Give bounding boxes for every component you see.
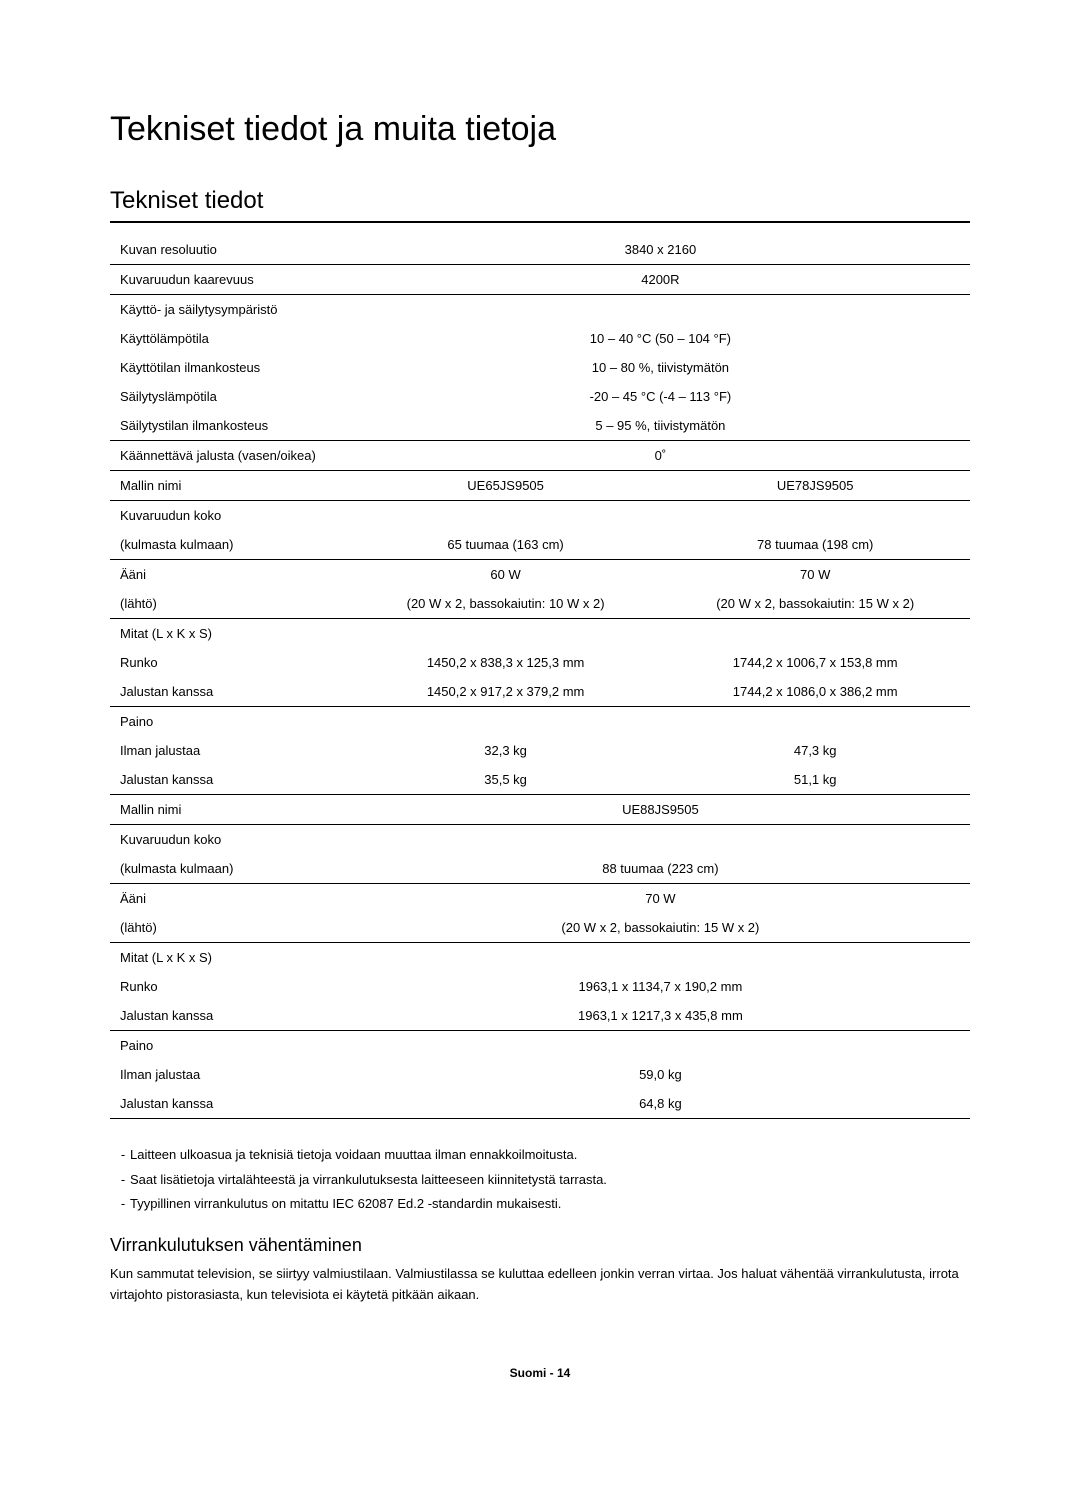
row-value: UE65JS9505 bbox=[351, 471, 661, 501]
note-text: Saat lisätietoja virtalähteestä ja virra… bbox=[130, 1168, 607, 1193]
row-value: 1744,2 x 1086,0 x 386,2 mm bbox=[660, 677, 970, 707]
row-value: 10 – 80 %, tiivistymätön bbox=[351, 353, 970, 382]
row-value: UE78JS9505 bbox=[660, 471, 970, 501]
row-value: 70 W bbox=[660, 560, 970, 590]
row-label: Käyttö- ja säilytysympäristö bbox=[110, 295, 351, 325]
row-value bbox=[351, 943, 970, 973]
row-value bbox=[351, 619, 661, 649]
row-value bbox=[351, 295, 970, 325]
row-value: (20 W x 2, bassokaiutin: 15 W x 2) bbox=[660, 589, 970, 619]
row-label: Paino bbox=[110, 707, 351, 737]
row-value: 4200R bbox=[351, 265, 970, 295]
row-value bbox=[660, 707, 970, 737]
row-label: Ilman jalustaa bbox=[110, 1060, 351, 1089]
row-value: 35,5 kg bbox=[351, 765, 661, 795]
note-text: Laitteen ulkoasua ja teknisiä tietoja vo… bbox=[130, 1143, 577, 1168]
row-label: Mallin nimi bbox=[110, 795, 351, 825]
row-value: 1963,1 x 1217,3 x 435,8 mm bbox=[351, 1001, 970, 1031]
row-label: Paino bbox=[110, 1031, 351, 1061]
row-value: 78 tuumaa (198 cm) bbox=[660, 530, 970, 560]
row-value: 88 tuumaa (223 cm) bbox=[351, 854, 970, 884]
row-value bbox=[351, 501, 661, 531]
row-label: Mallin nimi bbox=[110, 471, 351, 501]
row-label: Jalustan kanssa bbox=[110, 677, 351, 707]
row-value: 1450,2 x 917,2 x 379,2 mm bbox=[351, 677, 661, 707]
row-label: Ilman jalustaa bbox=[110, 736, 351, 765]
row-value: 1963,1 x 1134,7 x 190,2 mm bbox=[351, 972, 970, 1001]
row-value: 70 W bbox=[351, 884, 970, 914]
row-value: 59,0 kg bbox=[351, 1060, 970, 1089]
row-label: Säilytyslämpötila bbox=[110, 382, 351, 411]
row-label: Kuvaruudun koko bbox=[110, 501, 351, 531]
row-label: Kuvan resoluutio bbox=[110, 235, 351, 265]
row-label: (kulmasta kulmaan) bbox=[110, 854, 351, 884]
row-value bbox=[660, 619, 970, 649]
row-label: Käyttötilan ilmankosteus bbox=[110, 353, 351, 382]
bullet-dash: - bbox=[116, 1143, 130, 1168]
row-label: Käyttölämpötila bbox=[110, 324, 351, 353]
row-value: 47,3 kg bbox=[660, 736, 970, 765]
row-value: 10 – 40 °C (50 – 104 °F) bbox=[351, 324, 970, 353]
bullet-dash: - bbox=[116, 1168, 130, 1193]
row-value: 51,1 kg bbox=[660, 765, 970, 795]
row-value: -20 – 45 °C (-4 – 113 °F) bbox=[351, 382, 970, 411]
row-value: 5 – 95 %, tiivistymätön bbox=[351, 411, 970, 441]
spec-table: Kuvan resoluutio 3840 x 2160 Kuvaruudun … bbox=[110, 235, 970, 1119]
note-text: Tyypillinen virrankulutus on mitattu IEC… bbox=[130, 1192, 561, 1217]
row-value: 1450,2 x 838,3 x 125,3 mm bbox=[351, 648, 661, 677]
row-label: Mitat (L x K x S) bbox=[110, 943, 351, 973]
row-value: 1744,2 x 1006,7 x 153,8 mm bbox=[660, 648, 970, 677]
row-label: Säilytystilan ilmankosteus bbox=[110, 411, 351, 441]
row-value bbox=[351, 1031, 970, 1061]
row-label: (lähtö) bbox=[110, 589, 351, 619]
row-label: Runko bbox=[110, 648, 351, 677]
power-paragraph: Kun sammutat television, se siirtyy valm… bbox=[110, 1264, 970, 1306]
bullet-dash: - bbox=[116, 1192, 130, 1217]
row-value: 0˚ bbox=[351, 441, 970, 471]
row-label: Jalustan kanssa bbox=[110, 765, 351, 795]
page-title: Tekniset tiedot ja muita tietoja bbox=[110, 110, 970, 149]
row-label: Runko bbox=[110, 972, 351, 1001]
row-value bbox=[660, 501, 970, 531]
page-footer: Suomi - 14 bbox=[110, 1366, 970, 1380]
row-value: (20 W x 2, bassokaiutin: 10 W x 2) bbox=[351, 589, 661, 619]
row-label: Jalustan kanssa bbox=[110, 1089, 351, 1119]
row-value: UE88JS9505 bbox=[351, 795, 970, 825]
row-label: Ääni bbox=[110, 560, 351, 590]
power-heading: Virrankulutuksen vähentäminen bbox=[110, 1235, 970, 1256]
row-value: 3840 x 2160 bbox=[351, 235, 970, 265]
spec-heading: Tekniset tiedot bbox=[110, 187, 970, 223]
row-value bbox=[351, 825, 970, 855]
row-value: 32,3 kg bbox=[351, 736, 661, 765]
row-label: Mitat (L x K x S) bbox=[110, 619, 351, 649]
row-label: Jalustan kanssa bbox=[110, 1001, 351, 1031]
notes-list: -Laitteen ulkoasua ja teknisiä tietoja v… bbox=[110, 1143, 970, 1217]
row-value: 64,8 kg bbox=[351, 1089, 970, 1119]
row-label: Kuvaruudun kaarevuus bbox=[110, 265, 351, 295]
row-value bbox=[351, 707, 661, 737]
row-value: (20 W x 2, bassokaiutin: 15 W x 2) bbox=[351, 913, 970, 943]
row-label: (lähtö) bbox=[110, 913, 351, 943]
row-value: 65 tuumaa (163 cm) bbox=[351, 530, 661, 560]
row-label: (kulmasta kulmaan) bbox=[110, 530, 351, 560]
row-value: 60 W bbox=[351, 560, 661, 590]
row-label: Käännettävä jalusta (vasen/oikea) bbox=[110, 441, 351, 471]
row-label: Ääni bbox=[110, 884, 351, 914]
row-label: Kuvaruudun koko bbox=[110, 825, 351, 855]
